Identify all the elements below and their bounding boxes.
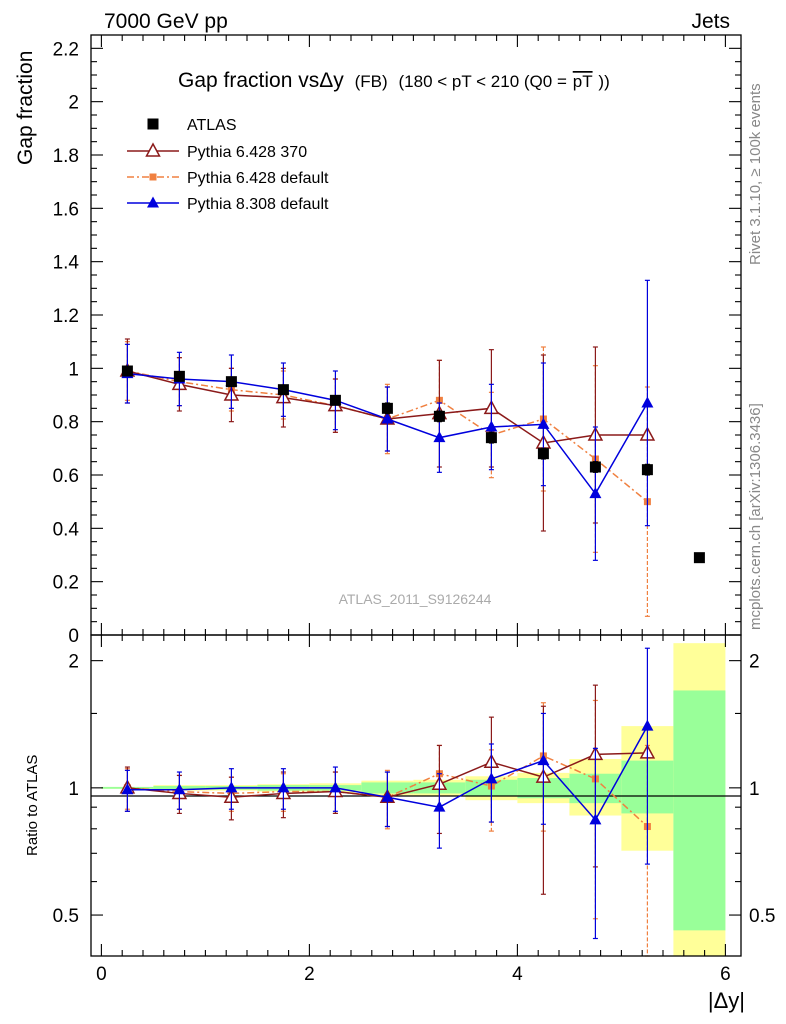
data-point xyxy=(641,396,654,408)
data-point xyxy=(225,376,237,388)
ratio-data-point xyxy=(641,719,654,731)
main-ytick-label: 1.4 xyxy=(53,253,80,274)
ratio-data-point xyxy=(277,781,290,793)
main-ytick-label: 0.8 xyxy=(53,413,79,434)
xtick-label: 4 xyxy=(512,964,523,985)
data-point xyxy=(485,432,497,444)
x-axis-title: |Δy| xyxy=(708,988,745,1013)
legend-label-pythia8-default: Pythia 8.308 default xyxy=(187,196,329,213)
data-point xyxy=(173,370,185,382)
plot-title-fb: (FB) xyxy=(355,72,388,91)
series-pythia-6-428-default xyxy=(123,341,651,617)
ratio-ytick-label: 1 xyxy=(68,779,79,800)
band-inner xyxy=(673,690,726,931)
ratio-ytick-label: 2 xyxy=(68,652,79,673)
data-point xyxy=(537,448,549,460)
data-point xyxy=(277,384,289,396)
main-ytick-label: 1.2 xyxy=(53,306,79,327)
data-point xyxy=(381,402,393,414)
ratio-reference-band xyxy=(101,643,726,956)
main-ytick-label: 1.6 xyxy=(53,199,79,220)
main-ytick-label: 0 xyxy=(68,626,79,647)
data-point xyxy=(381,412,394,424)
plot-title-close: )) xyxy=(598,72,609,91)
main-ytick-label: 2 xyxy=(68,93,79,114)
main-ytick-label: 0.4 xyxy=(53,519,80,540)
data-point xyxy=(329,394,341,406)
ratio-ytick-label-right: 1 xyxy=(749,779,760,800)
process-label: Jets xyxy=(691,10,730,33)
legend-label-pythia6-370: Pythia 6.428 370 xyxy=(187,144,307,161)
ratio-panel: 0.5 0.5 1 1 2 2 0 2 4 6 xyxy=(53,634,775,985)
data-point xyxy=(537,417,550,429)
data-point xyxy=(433,410,445,422)
energy-label: 7000 GeV pp xyxy=(104,10,228,33)
ratio-data-point xyxy=(173,783,186,795)
xtick-label: 0 xyxy=(96,964,107,985)
ratio-ytick-label: 0.5 xyxy=(53,906,79,927)
data-point xyxy=(433,431,446,443)
ratio-frame xyxy=(90,634,742,957)
ratio-ytick-label-right: 2 xyxy=(749,652,760,673)
ratio-data-point xyxy=(433,800,446,812)
ratio-data-point xyxy=(121,783,134,795)
ratio-data-point xyxy=(485,772,498,784)
plot-title-main: Gap fraction vsΔy xyxy=(178,69,344,92)
rivet-side-label: Rivet 3.1.10, ≥ 100k events xyxy=(747,83,764,265)
data-point xyxy=(693,552,705,564)
legend-marker xyxy=(147,196,159,208)
series-atlas xyxy=(121,365,705,564)
data-point xyxy=(589,487,602,499)
ratio-data-point xyxy=(589,813,602,825)
legend-markers xyxy=(127,118,179,208)
ratio-series-pythia-6-428-default xyxy=(123,699,651,957)
legend-marker xyxy=(145,142,161,157)
main-series-layer xyxy=(119,279,705,617)
plot-title-range: (180 < pT < 210 (Q0 = xyxy=(399,72,567,91)
ratio-axis-ticks: 0.5 0.5 1 1 2 2 0 2 4 6 xyxy=(53,635,775,985)
plot-title-pt: pT xyxy=(573,72,593,91)
ratio-series-pythia-8-308-default xyxy=(121,647,654,940)
ratio-ylabel: Ratio to ATLAS xyxy=(24,755,41,856)
ratio-data-point xyxy=(537,754,550,766)
legend-marker xyxy=(149,173,157,181)
ratio-data-point xyxy=(225,781,238,793)
data-point xyxy=(485,420,498,432)
main-panel: 0 0.2 0.4 0.6 0.8 1 1.2 1.4 1.6 1.8 2 2.2 Gap fract… xyxy=(53,34,742,647)
main-ytick-label: 2.2 xyxy=(53,39,79,60)
main-ytick-label: 1 xyxy=(68,359,79,380)
series-pythia-8-308-default xyxy=(121,279,654,561)
data-point xyxy=(121,365,133,377)
mcplots-side-label: mcplots.cern.ch [arXiv:1306.3436] xyxy=(747,403,764,630)
ratio-ytick-label-right: 0.5 xyxy=(749,906,775,927)
xtick-label: 2 xyxy=(304,964,315,985)
ratio-data-point xyxy=(329,781,342,793)
main-ytick-label: 0.2 xyxy=(53,573,79,594)
plot-title: Gap fraction vsΔy (FB) (180 < pT < 210 (… xyxy=(178,69,610,92)
main-ylabel: Gap fraction xyxy=(14,51,37,165)
ratio-series-layer xyxy=(119,647,656,957)
analysis-tag: ATLAS_2011_S9126244 xyxy=(339,591,492,607)
main-axis-ticks: 0 0.2 0.4 0.6 0.8 1 1.2 1.4 1.6 1.8 2 2.2 xyxy=(53,35,741,647)
data-point xyxy=(589,461,601,473)
legend-label-atlas: ATLAS xyxy=(187,117,237,134)
legend: ATLAS Pythia 6.428 370 Pythia 6.428 defa… xyxy=(127,117,329,213)
xtick-label: 6 xyxy=(720,964,731,985)
legend-marker xyxy=(147,118,159,130)
ratio-data-point xyxy=(381,790,394,802)
main-ytick-label: 1.8 xyxy=(53,146,79,167)
main-ytick-label: 0.6 xyxy=(53,466,79,487)
data-point xyxy=(641,464,653,476)
legend-label-pythia6-default: Pythia 6.428 default xyxy=(187,170,329,187)
